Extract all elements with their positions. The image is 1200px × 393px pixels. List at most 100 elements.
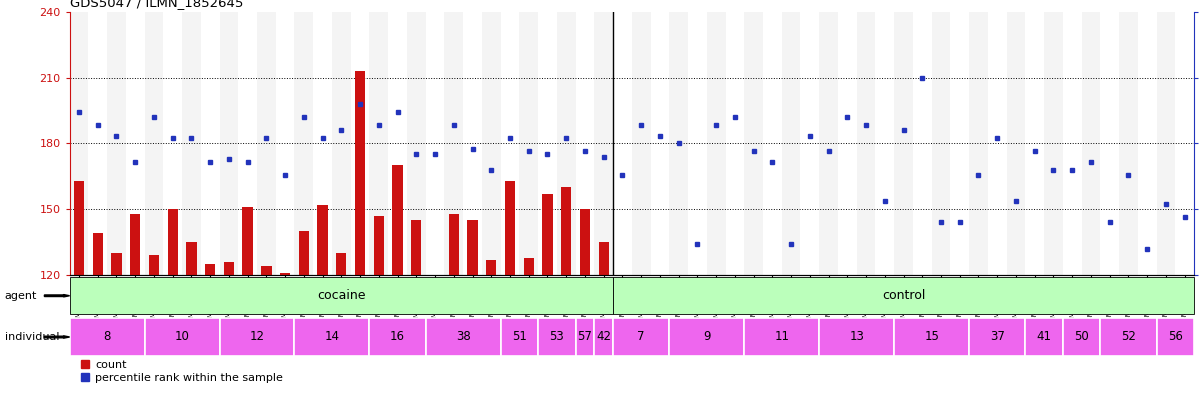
- Bar: [820, 12, 838, 275]
- Bar: [970, 318, 1025, 356]
- Bar: [594, 12, 613, 275]
- Bar: [500, 318, 538, 356]
- Bar: [670, 318, 744, 356]
- Bar: [373, 216, 384, 275]
- Text: 57: 57: [577, 331, 593, 343]
- Bar: [262, 266, 271, 275]
- Text: 7: 7: [637, 331, 644, 343]
- Bar: [186, 242, 197, 275]
- Bar: [70, 12, 89, 275]
- Bar: [876, 12, 894, 275]
- Bar: [500, 12, 520, 275]
- Bar: [1120, 12, 1138, 275]
- Bar: [744, 318, 820, 356]
- Bar: [613, 12, 632, 275]
- Bar: [562, 187, 571, 275]
- Text: 9: 9: [703, 331, 710, 343]
- Bar: [613, 318, 670, 356]
- Bar: [388, 12, 407, 275]
- Bar: [726, 12, 744, 275]
- Bar: [1157, 12, 1175, 275]
- Bar: [1100, 12, 1120, 275]
- Bar: [407, 12, 426, 275]
- Bar: [538, 12, 557, 275]
- Bar: [370, 12, 388, 275]
- Bar: [1063, 12, 1081, 275]
- Bar: [144, 12, 163, 275]
- Text: 56: 56: [1168, 331, 1183, 343]
- Bar: [126, 12, 144, 275]
- Bar: [220, 12, 239, 275]
- Bar: [613, 277, 1194, 314]
- Bar: [542, 194, 553, 275]
- Bar: [520, 12, 538, 275]
- Bar: [355, 71, 365, 275]
- Bar: [594, 318, 613, 356]
- Bar: [1063, 318, 1100, 356]
- Text: cocaine: cocaine: [317, 289, 366, 302]
- Bar: [112, 253, 121, 275]
- Text: 53: 53: [550, 331, 564, 343]
- Bar: [538, 318, 576, 356]
- Bar: [92, 233, 103, 275]
- Bar: [1025, 12, 1044, 275]
- Bar: [1044, 12, 1063, 275]
- Bar: [426, 318, 500, 356]
- Bar: [449, 214, 458, 275]
- Text: 16: 16: [390, 331, 406, 343]
- Bar: [707, 12, 726, 275]
- Bar: [1100, 318, 1157, 356]
- Bar: [370, 318, 426, 356]
- Bar: [70, 277, 613, 314]
- Legend: count, percentile rank within the sample: count, percentile rank within the sample: [76, 355, 288, 387]
- Bar: [1007, 12, 1025, 275]
- Bar: [800, 12, 820, 275]
- Text: agent: agent: [5, 291, 37, 301]
- Bar: [931, 12, 950, 275]
- Bar: [1025, 318, 1063, 356]
- Text: individual: individual: [5, 332, 59, 342]
- Text: 37: 37: [990, 331, 1004, 343]
- Text: GDS5047 / ILMN_1852645: GDS5047 / ILMN_1852645: [70, 0, 242, 9]
- Bar: [820, 318, 894, 356]
- Bar: [130, 214, 140, 275]
- Bar: [239, 12, 257, 275]
- Bar: [205, 264, 215, 275]
- Bar: [200, 12, 220, 275]
- Bar: [467, 220, 478, 275]
- Bar: [838, 12, 857, 275]
- Bar: [670, 12, 688, 275]
- Bar: [74, 181, 84, 275]
- Bar: [1157, 318, 1194, 356]
- Bar: [580, 209, 590, 275]
- Bar: [744, 12, 763, 275]
- Text: 11: 11: [774, 331, 790, 343]
- Bar: [89, 12, 107, 275]
- Text: 50: 50: [1074, 331, 1088, 343]
- Text: 51: 51: [512, 331, 527, 343]
- Bar: [894, 12, 913, 275]
- Bar: [318, 205, 328, 275]
- Bar: [650, 12, 670, 275]
- Bar: [242, 207, 253, 275]
- Bar: [857, 12, 876, 275]
- Bar: [257, 12, 276, 275]
- Text: 14: 14: [324, 331, 340, 343]
- Bar: [350, 12, 370, 275]
- Bar: [482, 12, 500, 275]
- Bar: [70, 318, 144, 356]
- Bar: [523, 257, 534, 275]
- Bar: [313, 12, 332, 275]
- Bar: [294, 318, 370, 356]
- Text: 41: 41: [1037, 331, 1051, 343]
- Bar: [505, 181, 515, 275]
- Text: 8: 8: [103, 331, 110, 343]
- Bar: [1081, 12, 1100, 275]
- Bar: [276, 12, 294, 275]
- Bar: [223, 262, 234, 275]
- Bar: [576, 12, 594, 275]
- Bar: [444, 12, 463, 275]
- Bar: [599, 242, 608, 275]
- Bar: [763, 12, 781, 275]
- Text: 38: 38: [456, 331, 470, 343]
